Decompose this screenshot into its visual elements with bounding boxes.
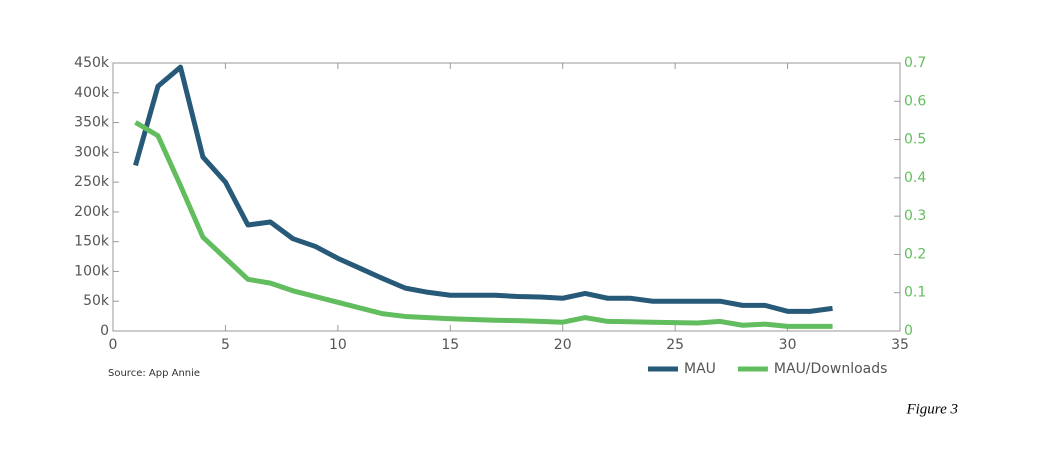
x-tick-label: 5 [221, 337, 230, 353]
y-tick-label: 100k [74, 263, 110, 279]
plot-frame [112, 62, 901, 332]
x-tick-label: 10 [329, 337, 347, 353]
y2-tick-label: 0.6 [904, 93, 926, 109]
x-tick-label: 20 [554, 337, 572, 353]
figure-caption: Figure 3 [905, 401, 958, 417]
x-tick-label: 25 [666, 337, 684, 353]
series-line [133, 64, 833, 314]
x-tick-label: 0 [109, 337, 118, 353]
x-tick-label: 35 [891, 337, 909, 353]
y-tick-label: 350k [74, 115, 110, 131]
y2-tick-label: 0.4 [904, 170, 926, 186]
y2-tick-label: 0.1 [904, 285, 926, 301]
source-note: Source: App Annie [108, 368, 200, 379]
y-tick-label: 400k [74, 85, 110, 101]
legend-label: MAU [684, 361, 716, 377]
y-tick-label: 150k [74, 234, 110, 250]
y-tick-label: 50k [83, 293, 110, 309]
y2-tick-label: 0 [904, 323, 913, 339]
legend-label: MAU/Downloads [774, 361, 888, 377]
y2-tick-label: 0.3 [904, 208, 926, 224]
y-tick-label: 300k [74, 144, 110, 160]
x-tick-label: 30 [779, 337, 797, 353]
y2-tick-label: 0.2 [904, 246, 926, 262]
y2-tick-label: 0.5 [904, 132, 926, 148]
y-tick-label: 200k [74, 204, 110, 220]
x-tick-label: 15 [441, 337, 459, 353]
y-tick-label: 250k [74, 174, 110, 190]
y2-tick-label: 0.7 [904, 55, 926, 71]
series-line [134, 120, 833, 329]
y-tick-label: 0 [100, 323, 109, 339]
y-tick-label: 450k [74, 55, 110, 71]
